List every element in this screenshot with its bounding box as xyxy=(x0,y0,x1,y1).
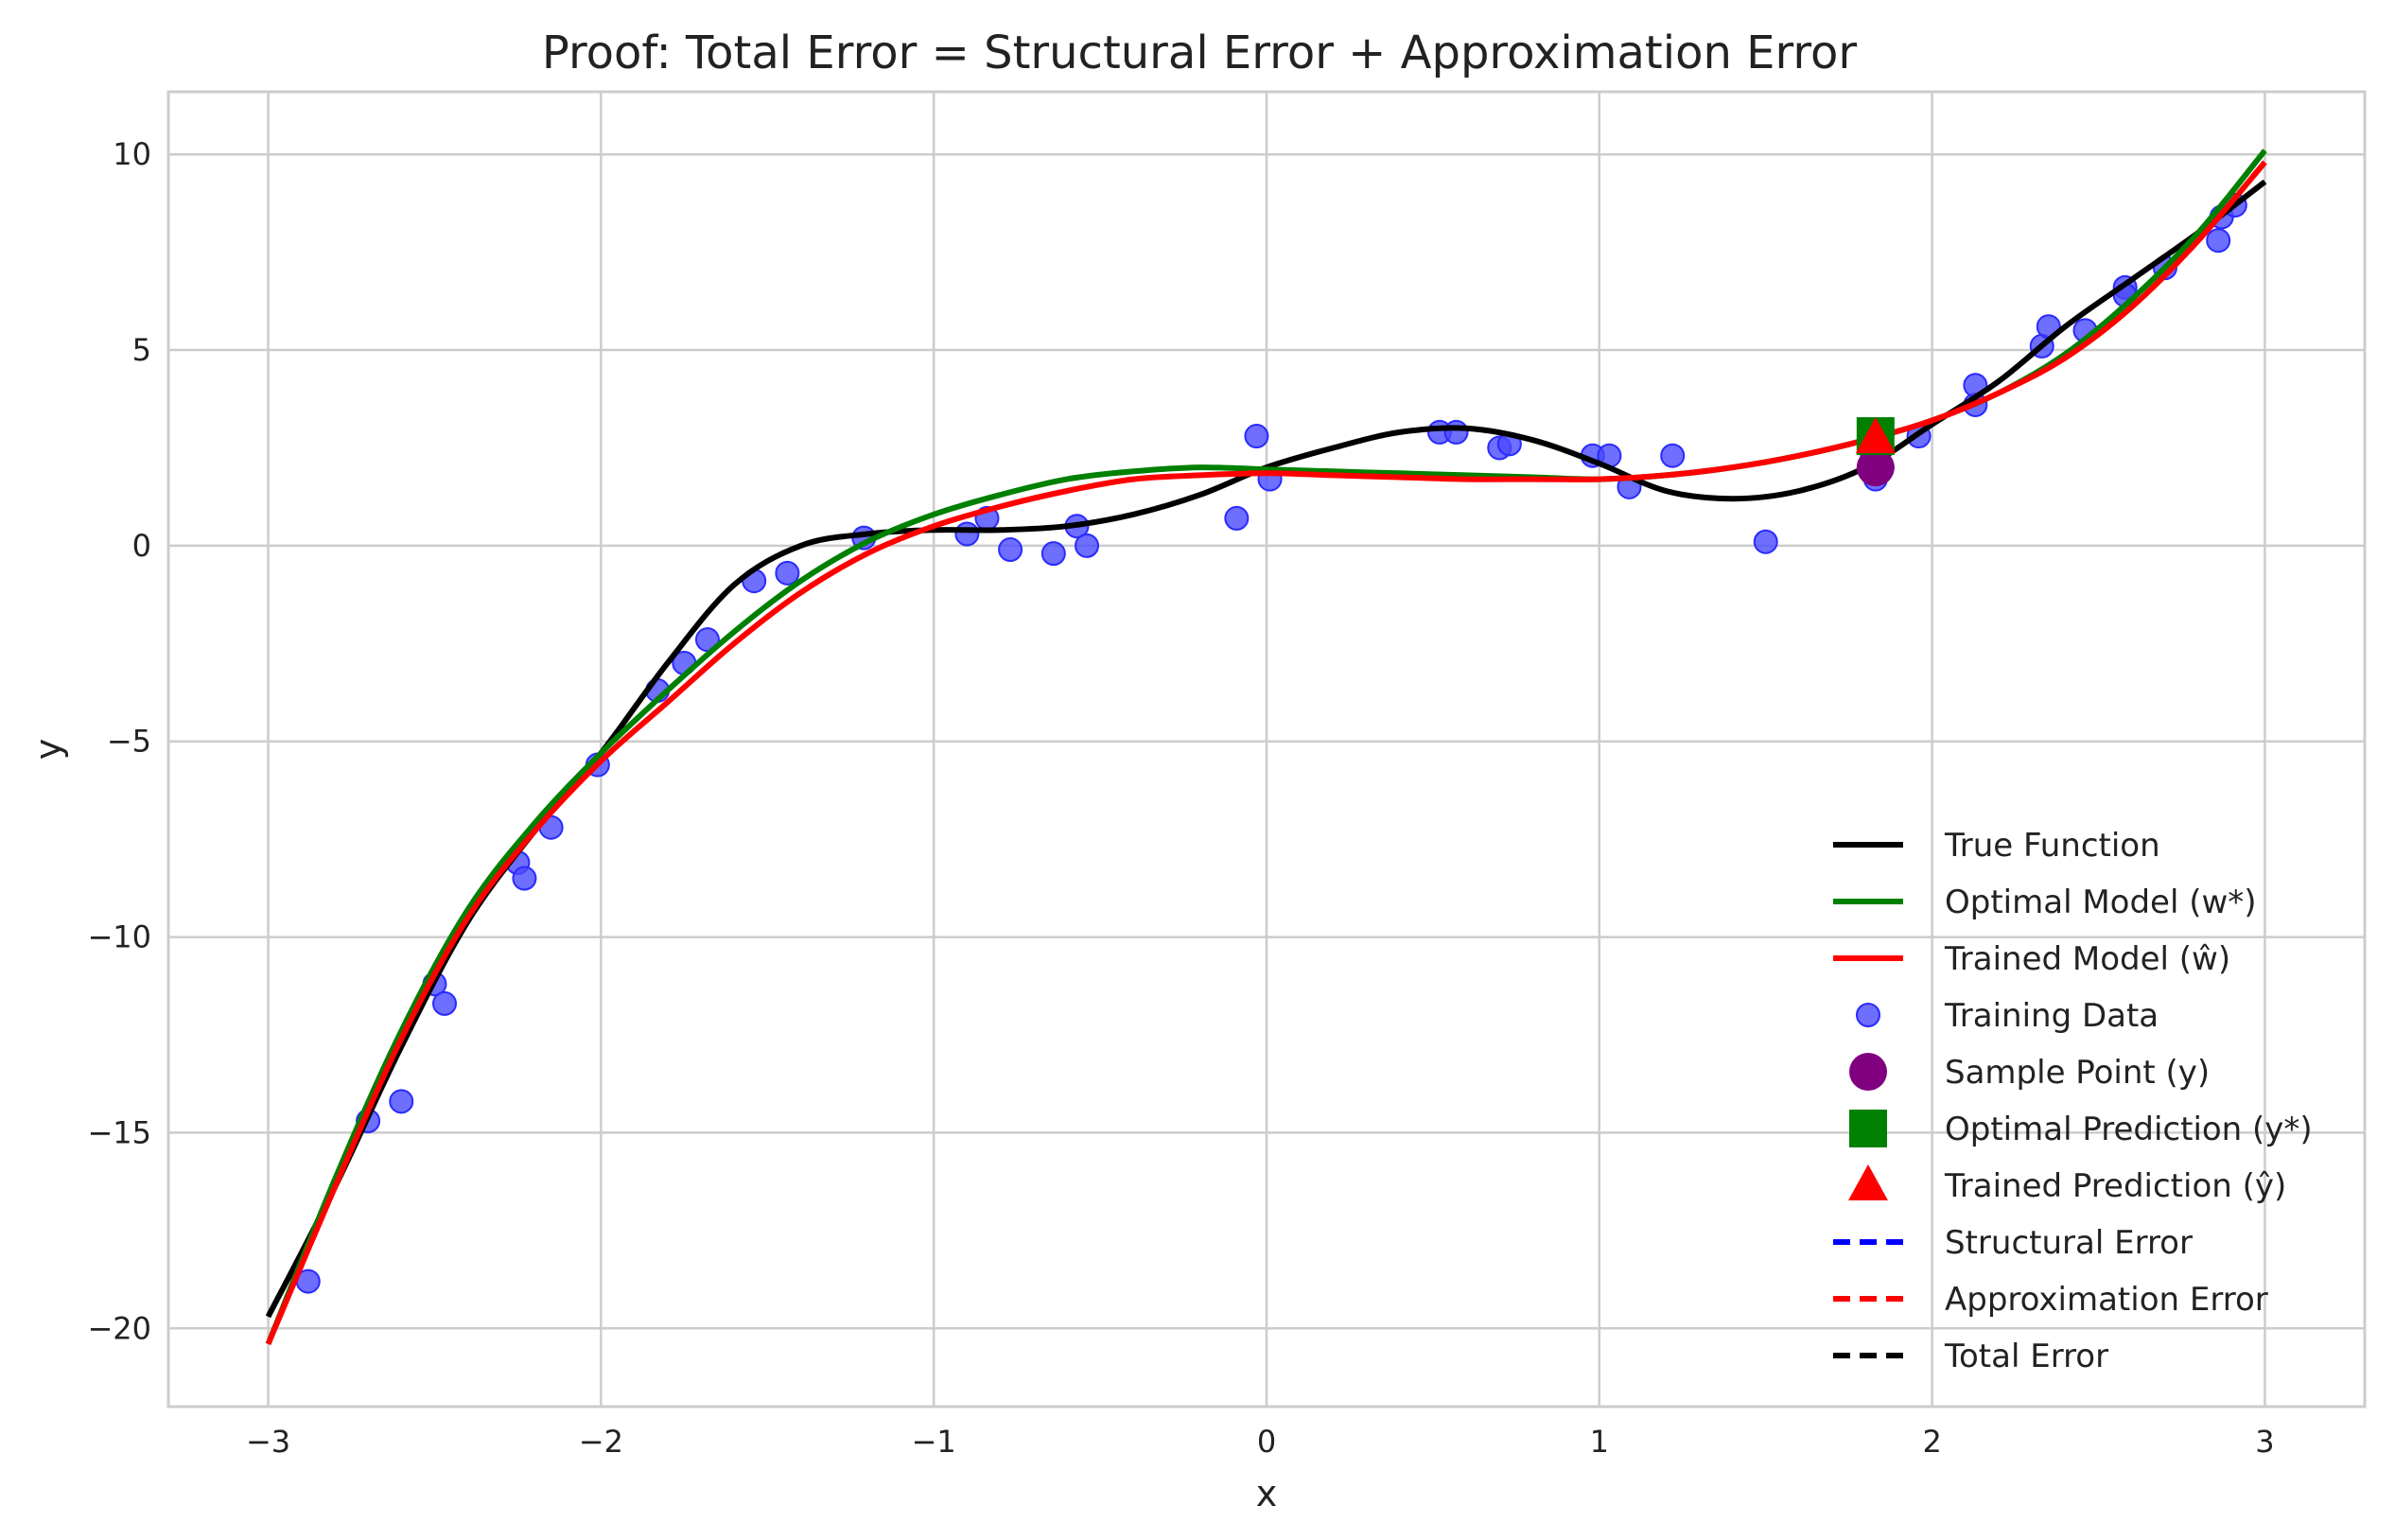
y-tick-label: −15 xyxy=(87,1114,151,1150)
legend: True Function Optimal Model (w*) Trained M… xyxy=(1833,827,2313,1375)
legend-label: Trained Model (ŵ) xyxy=(1944,940,2230,978)
legend-label: Optimal Prediction (y*) xyxy=(1945,1111,2313,1148)
legend-entry-sample-point-y: Sample Point (y) xyxy=(1849,1053,2210,1092)
legend-entry-optimal-model-w: Optimal Model (w*) xyxy=(1833,884,2257,921)
legend-swatch xyxy=(1848,1164,1888,1200)
training-data-point xyxy=(954,521,980,547)
x-tick-label: −1 xyxy=(912,1424,956,1460)
legend-swatch xyxy=(1856,1003,1880,1027)
legend-label: Training Data xyxy=(1944,997,2159,1035)
y-tick-label: −10 xyxy=(87,919,151,955)
legend-entry-training-data: Training Data xyxy=(1856,997,2159,1035)
legend-swatch xyxy=(1849,1110,1887,1147)
legend-label: Trained Prediction (ŷ) xyxy=(1944,1167,2286,1205)
legend-label: True Function xyxy=(1944,827,2160,865)
y-tick-label: 5 xyxy=(132,332,151,368)
x-tick-label: −3 xyxy=(246,1424,290,1460)
x-tick-label: 3 xyxy=(2255,1424,2274,1460)
training-data-point xyxy=(432,990,458,1016)
x-axis-title: x xyxy=(1256,1473,1278,1514)
chart-title: Proof: Total Error = Structural Error + … xyxy=(542,26,1858,79)
training-data-point xyxy=(998,537,1023,563)
legend-label: Sample Point (y) xyxy=(1945,1054,2210,1092)
training-data-point xyxy=(1075,533,1100,558)
training-data-point xyxy=(1244,424,1269,449)
training-data-point xyxy=(2206,228,2231,254)
training-data-point xyxy=(1443,419,1469,445)
legend-entry-optimal-prediction-y: Optimal Prediction (y*) xyxy=(1849,1110,2313,1148)
y-tick-label: 0 xyxy=(132,528,151,564)
legend-swatch xyxy=(1849,1053,1887,1091)
x-tick-label: 2 xyxy=(1922,1424,1941,1460)
legend-entry-structural-error: Structural Error xyxy=(1833,1224,2193,1262)
legend-label: Approximation Error xyxy=(1945,1281,2268,1319)
training-data-point xyxy=(389,1089,414,1114)
training-data-point xyxy=(1224,505,1250,531)
y-tick-label: −5 xyxy=(107,724,151,760)
legend-entry-trained-model: Trained Model (ŵ) xyxy=(1833,940,2230,978)
legend-label: Total Error xyxy=(1944,1338,2108,1375)
x-tick-label: 0 xyxy=(1257,1424,1276,1460)
legend-entry-total-error: Total Error xyxy=(1833,1338,2108,1375)
y-tick-label: 10 xyxy=(113,136,151,172)
plot-frame xyxy=(166,90,2367,1409)
training-data-point xyxy=(775,560,800,586)
trained-model-line xyxy=(265,160,2267,1345)
x-tick-label: 1 xyxy=(1590,1424,1609,1460)
x-tick-label: −2 xyxy=(579,1424,623,1460)
trained-prediction-marker xyxy=(1855,417,1896,454)
y-tick-label: −20 xyxy=(87,1310,151,1346)
training-data-point xyxy=(512,866,537,891)
legend-entry-approximation-error: Approximation Error xyxy=(1833,1281,2268,1319)
training-data-point xyxy=(1753,529,1778,554)
sample-point-y-marker xyxy=(1856,448,1895,487)
plot-series xyxy=(265,149,2267,1345)
legend-entry-trained-prediction: Trained Prediction (ŷ) xyxy=(1848,1164,2286,1205)
grid xyxy=(168,92,2365,1407)
legend-entry-true-function: True Function xyxy=(1833,827,2160,865)
y-axis-title: y xyxy=(27,739,69,761)
training-data-point xyxy=(1040,541,1066,567)
legend-label: Optimal Model (w*) xyxy=(1945,884,2257,921)
legend-label: Structural Error xyxy=(1945,1224,2193,1262)
training-data-point xyxy=(1660,443,1686,468)
